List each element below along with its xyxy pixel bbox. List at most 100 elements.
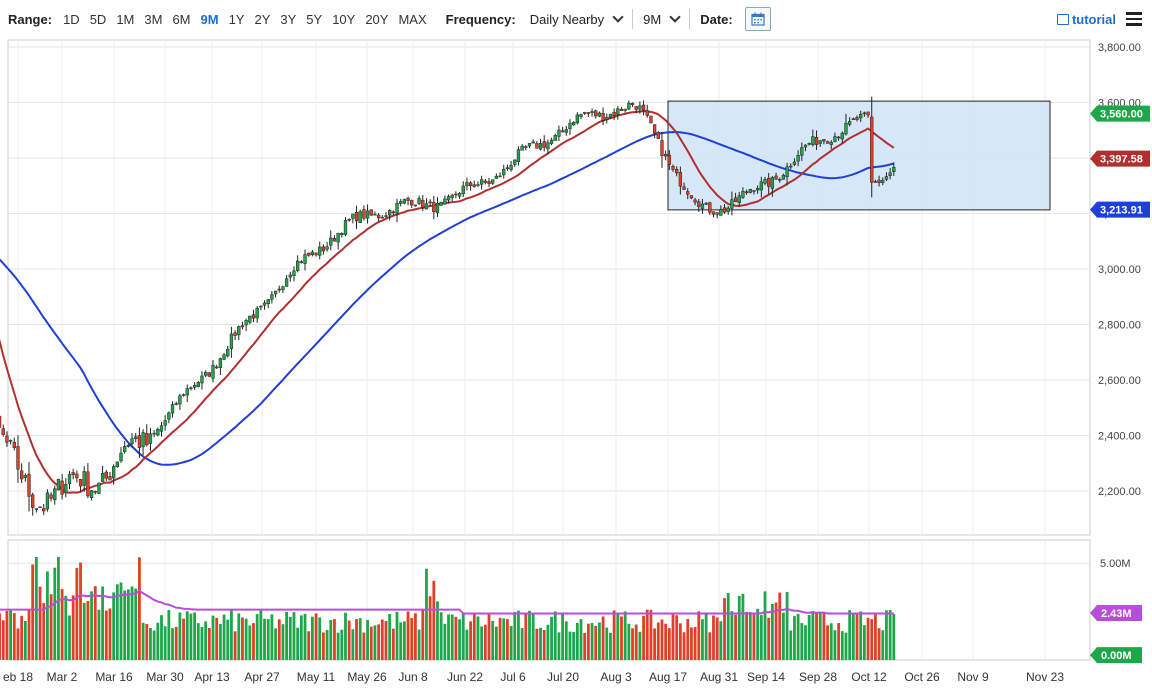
candle (700, 198, 705, 214)
candle (884, 172, 889, 182)
candle (719, 205, 723, 216)
candle-body (270, 294, 274, 300)
range-button-10y[interactable]: 10Y (332, 11, 356, 27)
candle-body (630, 102, 635, 106)
candle (641, 100, 646, 116)
volume-bar (377, 624, 381, 660)
calendar-button[interactable] (744, 7, 771, 31)
volume-bar (64, 595, 68, 660)
frequency-dropdown[interactable]: Daily Nearby (530, 11, 624, 27)
volume-bar (252, 623, 255, 660)
range-button-3y[interactable]: 3Y (280, 11, 297, 27)
candle-body (571, 122, 576, 126)
candle-body (273, 290, 278, 295)
volume-bar (366, 619, 369, 660)
candle (284, 275, 289, 287)
range-button-1m[interactable]: 1M (116, 11, 135, 27)
volume-bar (12, 613, 16, 660)
candle-body (612, 111, 616, 117)
volume-bar (848, 610, 852, 660)
volume-bar (218, 624, 222, 660)
candle (141, 429, 145, 456)
x-tick-label: Nov 9 (957, 670, 989, 684)
candle-body (686, 191, 690, 195)
volume-bar (90, 591, 93, 660)
candle (807, 142, 811, 146)
volume-ma-line (0, 589, 894, 615)
candle (273, 290, 278, 298)
candle (844, 113, 848, 136)
candle (358, 209, 362, 224)
candle-body (877, 179, 881, 183)
volume-bar (152, 630, 156, 660)
y-tick-label: 3,800.00 (1098, 42, 1141, 54)
volume-bar (115, 584, 119, 660)
candle (270, 290, 274, 304)
range-button-max[interactable]: MAX (398, 11, 427, 27)
candle-body (432, 201, 436, 212)
volume-bar (483, 624, 487, 660)
volume-bar (299, 615, 303, 660)
candle-body (104, 471, 108, 479)
volume-bar (550, 616, 553, 660)
candle (222, 352, 226, 361)
candle-body (586, 112, 591, 114)
candle-body (505, 167, 510, 169)
tutorial-link[interactable]: tutorial (1056, 12, 1116, 27)
candle (255, 306, 259, 323)
candle-body (476, 184, 480, 186)
range-button-1y[interactable]: 1Y (228, 11, 245, 27)
volume-bar (104, 610, 108, 660)
candle (557, 125, 561, 142)
volume-bar (491, 620, 495, 660)
volume-bar (303, 613, 307, 660)
range-button-5y[interactable]: 5Y (306, 11, 323, 27)
hamburger-menu-icon[interactable] (1126, 12, 1142, 26)
candle-body (178, 395, 182, 405)
candle-body (516, 149, 521, 162)
candle (262, 300, 267, 310)
range-button-20y[interactable]: 20Y (365, 11, 389, 27)
candle-body (148, 433, 153, 444)
volume-bar (174, 626, 178, 660)
range-label: Range: (8, 11, 53, 27)
volume-ma-badge-bg (1090, 604, 1142, 621)
candle-body (733, 197, 738, 203)
candle (321, 244, 326, 255)
candle-body (340, 233, 344, 236)
candlestick-series (0, 96, 896, 516)
candle (847, 117, 852, 127)
volume-bar (410, 618, 414, 660)
candle-body (535, 143, 539, 149)
volume-bar (822, 612, 826, 660)
candle-body (126, 444, 131, 447)
candle-body (292, 270, 296, 276)
candle-body (233, 332, 237, 336)
period-dropdown[interactable]: 9M (643, 11, 681, 27)
range-button-2y[interactable]: 2Y (254, 11, 271, 27)
volume-bar (112, 592, 116, 660)
candle-body (888, 172, 892, 176)
volume-bar (215, 617, 219, 660)
range-button-5d[interactable]: 5D (89, 11, 107, 27)
volume-bar (57, 556, 60, 660)
candle-body (295, 260, 300, 271)
candle (450, 193, 454, 201)
volume-bar (351, 629, 355, 660)
candle-body (399, 201, 403, 204)
range-button-6m[interactable]: 6M (172, 11, 191, 27)
candle (711, 211, 716, 218)
range-button-1d[interactable]: 1D (63, 11, 80, 27)
candle (424, 198, 429, 210)
range-button-3m[interactable]: 3M (144, 11, 163, 27)
candle (726, 205, 730, 215)
candle-body (870, 116, 874, 183)
volume-bar (539, 627, 542, 660)
volume-bar (406, 611, 410, 660)
volume-bar (726, 593, 730, 660)
candle (818, 140, 822, 147)
x-tick-label: Aug 31 (700, 670, 738, 684)
candle (295, 255, 300, 273)
candle-body (700, 203, 705, 209)
range-button-9m[interactable]: 9M (200, 11, 219, 27)
